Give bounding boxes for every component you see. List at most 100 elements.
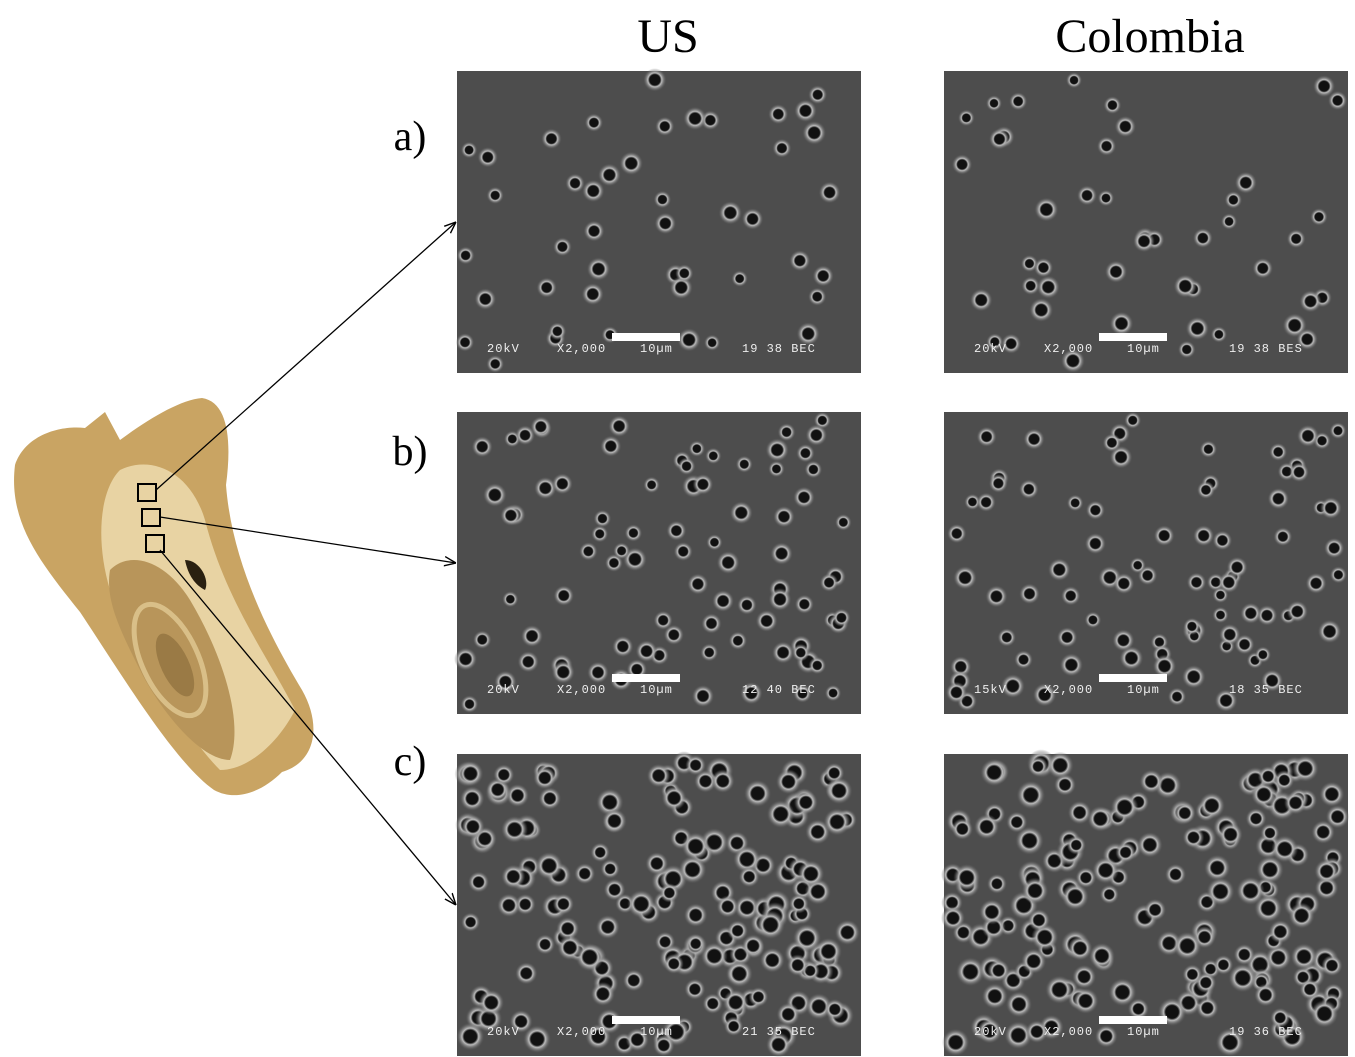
- magnification: X2,000: [1044, 683, 1093, 697]
- figure: USColombiaa)20kVX2,00010µm19 38 BEC20kVX…: [0, 0, 1355, 1057]
- tubule: [1037, 276, 1060, 299]
- tubule: [952, 154, 972, 174]
- tubule: [794, 99, 817, 122]
- tubule: [1183, 827, 1205, 849]
- tubule: [1139, 770, 1163, 794]
- tubule: [636, 640, 658, 662]
- tubule: [824, 808, 851, 835]
- tubule: [693, 474, 714, 495]
- tubule: [500, 505, 521, 526]
- tubule: [1067, 835, 1086, 854]
- tubule: [472, 436, 493, 457]
- tubule: [942, 1029, 969, 1056]
- tubule: [1234, 944, 1255, 965]
- tubule: [813, 265, 834, 286]
- tubule: [777, 1003, 800, 1026]
- tubule: [1254, 984, 1277, 1007]
- tubule: [1019, 583, 1040, 604]
- tubule: [1321, 955, 1342, 976]
- tubule: [736, 456, 753, 473]
- tubule: [980, 759, 1007, 786]
- tubule: [1289, 462, 1309, 482]
- tubule: [1297, 425, 1319, 447]
- tubule: [1291, 943, 1317, 969]
- magnification: X2,000: [557, 1025, 606, 1039]
- tubule: [535, 934, 555, 954]
- tubule: [612, 636, 633, 657]
- tubule: [600, 859, 619, 878]
- tubule: [1314, 859, 1338, 883]
- tubule: [1068, 936, 1093, 961]
- tubule: [1204, 855, 1230, 881]
- tubule: [552, 473, 573, 494]
- tubule: [582, 180, 604, 202]
- tubule: [608, 415, 630, 437]
- tubule: [666, 521, 686, 541]
- tubule: [655, 117, 674, 136]
- row-label: a): [394, 114, 427, 160]
- tubule: [1299, 979, 1320, 1000]
- tubule: [1068, 801, 1092, 825]
- tubule: [591, 982, 615, 1006]
- tubule: [535, 852, 563, 880]
- tubule: [820, 573, 839, 592]
- tubule: [1061, 586, 1080, 605]
- tubule: [1006, 991, 1032, 1017]
- tubule: [518, 651, 539, 672]
- tubule: [1137, 832, 1162, 857]
- tubule: [579, 542, 597, 560]
- column-header: US: [637, 10, 698, 63]
- tubule: [1310, 208, 1327, 225]
- tubule: [767, 800, 795, 828]
- tubule: [662, 786, 687, 811]
- tubule: [677, 328, 700, 351]
- tubule: [760, 948, 785, 973]
- tubule: [1193, 228, 1213, 248]
- tubule: [1022, 877, 1049, 904]
- tubule: [692, 685, 714, 707]
- tubule: [1199, 792, 1225, 818]
- tubule: [461, 913, 480, 932]
- tubule: [645, 852, 668, 875]
- tubule: [1168, 687, 1186, 705]
- tubule: [825, 685, 841, 701]
- sem-image: 20kVX2,00010µm12 40 BEC: [454, 412, 861, 714]
- tubule: [1144, 899, 1166, 921]
- tubule: [643, 68, 666, 91]
- tubule: [1048, 558, 1071, 581]
- tubule: [1324, 538, 1344, 558]
- tubule: [1174, 274, 1197, 297]
- tubule: [711, 769, 735, 793]
- tubule: [1260, 823, 1279, 842]
- tubule: [793, 487, 814, 508]
- tubule: [987, 874, 1007, 894]
- tubule: [941, 906, 965, 930]
- image-code: 21 35 BEC: [742, 1025, 816, 1039]
- tubule: [587, 257, 610, 280]
- tubule: [1077, 185, 1097, 205]
- tubule: [1269, 443, 1287, 461]
- tubule: [717, 895, 739, 917]
- tubule: [1034, 258, 1053, 277]
- tubule: [683, 107, 706, 130]
- tubule: [553, 893, 574, 914]
- tubule: [724, 1017, 743, 1036]
- tubule: [1299, 290, 1321, 312]
- tubule: [946, 682, 967, 703]
- tubule: [726, 960, 753, 987]
- tubule: [591, 525, 608, 542]
- tubule: [600, 436, 621, 457]
- tubule: [1197, 481, 1215, 499]
- tubule: [1017, 781, 1046, 810]
- tubule: [539, 787, 562, 810]
- tubule: [798, 860, 825, 887]
- tubule: [1236, 877, 1264, 905]
- tubule: [1289, 903, 1315, 929]
- tubule: [1174, 802, 1196, 824]
- tubule: [461, 815, 485, 839]
- tubule: [1193, 525, 1214, 546]
- tubule: [473, 630, 492, 649]
- scale: 10µm: [640, 342, 673, 356]
- scale: 10µm: [1127, 342, 1160, 356]
- tubule: [1306, 573, 1327, 594]
